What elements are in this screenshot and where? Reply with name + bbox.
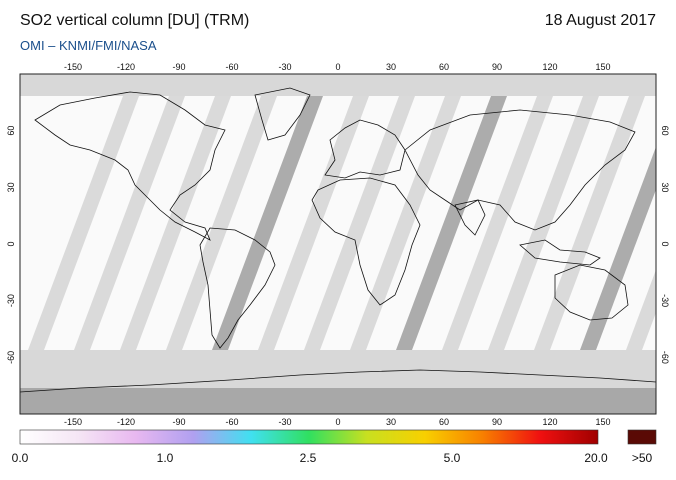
latitude-ticks-left: 60 30 0 -30 -60 — [6, 126, 16, 364]
lon-tick-bottom: 0 — [335, 417, 340, 427]
lon-tick-top: 120 — [542, 62, 557, 72]
lon-tick-top: 150 — [595, 62, 610, 72]
lat-tick-left: -30 — [6, 294, 16, 307]
lon-tick-bottom: 120 — [542, 417, 557, 427]
antarctic-shade — [20, 388, 656, 414]
lon-tick-bottom: 60 — [439, 417, 449, 427]
north-america-coast — [34, 91, 226, 241]
orbit-gap-swath — [120, 96, 231, 350]
orbit-gap-swath — [166, 96, 277, 350]
orbit-gap-swath — [442, 96, 553, 350]
orbit-gap-swath — [304, 96, 415, 350]
indonesia-coast — [519, 239, 601, 266]
lon-tick-bottom: -120 — [117, 417, 135, 427]
colorbar-label: 20.0 — [584, 451, 608, 465]
colorbar-label: 1.0 — [157, 451, 174, 465]
orbit-gap-swath — [580, 146, 656, 350]
lon-tick-top: -150 — [64, 62, 82, 72]
orbit-gap-swath — [488, 96, 599, 350]
lat-tick-right: -30 — [660, 294, 670, 307]
asia-coast — [404, 109, 636, 231]
orbit-gap-swath — [672, 96, 676, 350]
lon-tick-bottom: -60 — [225, 417, 238, 427]
lat-tick-left: 60 — [6, 126, 16, 136]
lon-tick-bottom: 90 — [492, 417, 502, 427]
lon-tick-bottom: 30 — [386, 417, 396, 427]
australia-coast — [554, 264, 629, 321]
lat-tick-right: 60 — [660, 126, 670, 136]
antarctica-coast — [20, 369, 656, 393]
colorbar-labels: 0.0 1.0 2.5 5.0 20.0 — [12, 451, 608, 465]
coastlines — [20, 87, 656, 393]
lat-tick-left: 0 — [6, 241, 16, 246]
lon-tick-top: -30 — [278, 62, 291, 72]
lat-tick-left: -60 — [6, 351, 16, 364]
greenland-coast — [254, 87, 311, 141]
lon-tick-top: 90 — [492, 62, 502, 72]
lon-tick-top: 0 — [335, 62, 340, 72]
lat-tick-right: 0 — [660, 241, 670, 246]
orbit-gap-swath — [212, 96, 323, 350]
lon-tick-top: -60 — [225, 62, 238, 72]
orbit-gap-swath — [258, 96, 369, 350]
orbit-gap-swath — [28, 96, 139, 350]
india-coast — [454, 199, 486, 236]
lon-tick-bottom: -150 — [64, 417, 82, 427]
lon-tick-bottom: 150 — [595, 417, 610, 427]
map-date: 18 August 2017 — [544, 12, 656, 29]
south-america-coast — [199, 227, 276, 349]
longitude-ticks-bottom: -150 -120 -90 -60 -30 0 30 60 90 120 150 — [64, 417, 611, 427]
orbit-gap-swaths — [28, 96, 676, 350]
colorbar-overflow-box — [627, 429, 657, 445]
africa-coast — [311, 177, 421, 306]
orbit-gap-swath — [534, 96, 645, 350]
orbit-gap-swath — [350, 96, 461, 350]
lon-tick-bottom: -90 — [172, 417, 185, 427]
colorbar — [19, 429, 599, 445]
colorbar-label: 2.5 — [300, 451, 317, 465]
colorbar-overflow-label: >50 — [632, 451, 653, 465]
lon-tick-top: 30 — [386, 62, 396, 72]
lat-tick-left: 30 — [6, 182, 16, 192]
latitude-ticks-right: 60 30 0 -30 -60 — [660, 126, 670, 364]
lat-tick-right: 30 — [660, 182, 670, 192]
data-credit: OMI – KNMI/FMI/NASA — [20, 38, 157, 53]
map-frame — [19, 73, 657, 415]
lat-tick-right: -60 — [660, 351, 670, 364]
lon-tick-top: -120 — [117, 62, 135, 72]
arctic-no-data — [20, 74, 656, 96]
europe-coast — [324, 119, 406, 179]
colorbar-label: 5.0 — [444, 451, 461, 465]
colorbar-label: 0.0 — [12, 451, 29, 465]
orbit-gap-swath — [74, 96, 185, 350]
lon-tick-top: 60 — [439, 62, 449, 72]
lon-tick-bottom: -30 — [278, 417, 291, 427]
longitude-ticks-top: -150 -120 -90 -60 -30 0 30 60 90 120 150 — [64, 62, 611, 72]
orbit-gap-swath — [396, 96, 507, 350]
map-title: SO2 vertical column [DU] (TRM) — [20, 12, 250, 29]
orbit-gap-swath — [626, 269, 656, 350]
lon-tick-top: -90 — [172, 62, 185, 72]
